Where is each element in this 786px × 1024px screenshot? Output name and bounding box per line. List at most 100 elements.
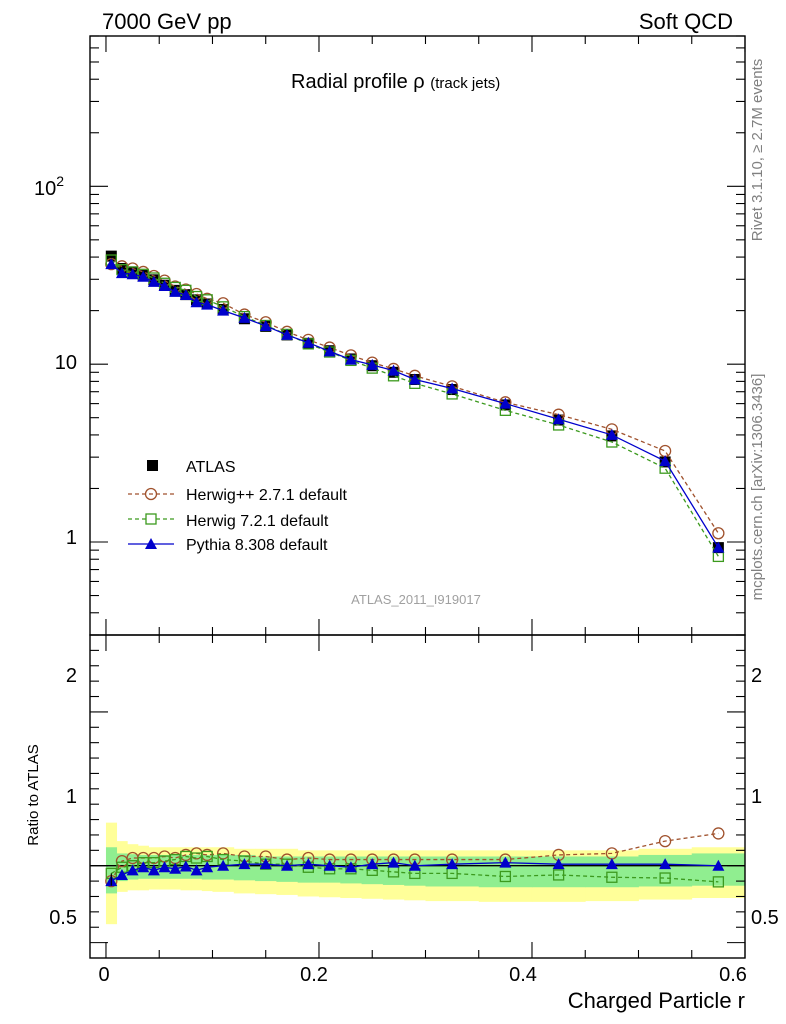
ratio-ytick-label-0.5-right: 0.5	[751, 907, 779, 929]
mcplots-reference-label: mcplots.cern.ch [arXiv:1306.3436]	[749, 374, 766, 601]
main-point-pythia-8-308-default-0	[105, 258, 118, 270]
legend-marker-herwig7	[145, 513, 157, 525]
ratio-point-herwig-7-2-1-default-24	[659, 872, 671, 884]
main-ytick-label-100: 102	[34, 173, 64, 200]
ratio-point-herwig-7-2-1-default-25	[712, 876, 725, 888]
main-point-atlas-0	[105, 250, 117, 262]
ratio-point-pythia-8-308-default-2	[126, 864, 139, 876]
xtick-label-0.4: 0.4	[509, 964, 537, 986]
x-axis-title: Charged Particle r	[568, 988, 745, 1013]
main-point-pythia-8-308-default-21	[499, 397, 512, 409]
main-title: Radial profile ρ (track jets)	[291, 71, 500, 93]
legend-marker-atlas	[147, 460, 158, 471]
main-point-herwig-2-7-1-default-25	[712, 527, 725, 540]
main-ytick-label-100-exponent: 2	[56, 173, 64, 189]
header-collision-label: 7000 GeV pp	[102, 9, 232, 34]
ratio-point-herwig-2-7-1-default-25	[712, 827, 725, 840]
legend-label-atlas: ATLAS	[186, 459, 236, 476]
ratio-band-stat-bin-1	[116, 853, 128, 882]
legend-label-herwig-pp: Herwig++ 2.7.1 default	[186, 487, 348, 504]
main-point-pythia-8-308-default-1	[115, 267, 128, 279]
ratio-point-pythia-8-308-default-1	[115, 868, 128, 880]
main-point-pythia-8-308-default-10	[217, 304, 230, 316]
main-point-pythia-8-308-default-24	[659, 455, 672, 467]
main-point-pythia-8-308-default-25	[712, 541, 725, 553]
main-point-pythia-8-308-default-20	[446, 382, 459, 394]
main-point-pythia-8-308-default-2	[126, 268, 139, 280]
ratio-line-herwig-7-2-1-default	[110, 855, 719, 883]
ratio-point-pythia-8-308-default-10	[217, 859, 230, 871]
ratio-point-pythia-8-308-default-14	[302, 858, 315, 870]
series-layer	[105, 250, 725, 888]
ratio-point-pythia-8-308-default-6	[169, 862, 182, 874]
main-point-pythia-8-308-default-11	[238, 311, 251, 323]
main-line-herwig-2-7-1-default	[111, 263, 719, 534]
ratio-point-pythia-8-308-default-17	[366, 858, 379, 870]
main-line-herwig-7-2-1-default	[110, 259, 719, 557]
ratio-point-pythia-8-308-default-16	[344, 861, 357, 873]
main-point-pythia-8-308-default-13	[281, 328, 294, 340]
ratio-point-pythia-8-308-default-8	[190, 864, 203, 876]
main-ytick-label-100-base: 10	[34, 178, 56, 200]
ratio-point-herwig-2-7-1-default-24	[658, 834, 672, 848]
main-point-pythia-8-308-default-6	[169, 285, 182, 297]
main-point-pythia-8-308-default-19	[408, 373, 421, 385]
ratio-point-pythia-8-308-default-24	[659, 858, 672, 870]
legend-label-pythia: Pythia 8.308 default	[186, 537, 328, 554]
ratio-ytick-label-2-right: 2	[751, 665, 762, 687]
ratio-point-pythia-8-308-default-4	[147, 864, 160, 876]
ratio-band-stat-bin-0	[105, 847, 118, 894]
rivet-version-label: Rivet 3.1.10, ≥ 2.7M events	[749, 59, 766, 242]
ratio-ytick-label-2: 2	[66, 665, 77, 687]
ratio-point-pythia-8-308-default-25	[712, 859, 725, 871]
ratio-point-herwig-7-2-1-default-21	[499, 870, 512, 883]
main-point-pythia-8-308-default-9	[201, 298, 214, 310]
main-point-pythia-8-308-default-17	[366, 358, 379, 370]
axis-ticks	[90, 35, 746, 958]
ratio-ytick-label-0.5: 0.5	[49, 907, 77, 929]
ratio-point-pythia-8-308-default-5	[158, 861, 171, 873]
ratio-frame	[89, 634, 746, 959]
ratio-point-pythia-8-308-default-7	[179, 860, 192, 872]
ratio-point-pythia-8-308-default-18	[387, 856, 400, 868]
main-point-pythia-8-308-default-3	[137, 270, 150, 282]
legend-entry-herwig-pp: Herwig++ 2.7.1 default	[128, 487, 348, 504]
ratio-point-pythia-8-308-default-11	[238, 858, 251, 870]
legend-marker-pythia	[145, 538, 157, 549]
analysis-watermark: ATLAS_2011_I919017	[351, 592, 481, 607]
main-ytick-label-10: 10	[55, 352, 77, 374]
ratio-point-herwig-7-2-1-default-8	[190, 852, 203, 864]
legend-label-herwig7: Herwig 7.2.1 default	[186, 513, 329, 530]
ratio-point-pythia-8-308-default-13	[281, 859, 294, 871]
header-process-label: Soft QCD	[639, 9, 733, 34]
ratio-point-pythia-8-308-default-15	[323, 859, 336, 871]
main-point-pythia-8-308-default-4	[147, 275, 160, 287]
main-point-pythia-8-308-default-16	[344, 353, 357, 365]
ratio-point-pythia-8-308-default-9	[201, 861, 214, 873]
ratio-point-pythia-8-308-default-20	[446, 858, 459, 870]
legend: ATLAS Herwig++ 2.7.1 default Herwig 7.2.…	[128, 459, 348, 554]
main-ytick-label-1: 1	[66, 527, 77, 549]
ratio-point-pythia-8-308-default-3	[137, 861, 150, 873]
main-point-pythia-8-308-default-22	[552, 413, 565, 425]
legend-entry-atlas: ATLAS	[147, 459, 236, 476]
ratio-point-pythia-8-308-default-22	[552, 858, 565, 870]
legend-entry-herwig7: Herwig 7.2.1 default	[128, 513, 329, 530]
main-title-symbol: ρ	[413, 71, 424, 93]
legend-marker-herwig-pp	[144, 487, 158, 501]
main-point-pythia-8-308-default-8	[190, 296, 203, 308]
ratio-ytick-label-1: 1	[66, 786, 77, 808]
ratio-point-pythia-8-308-default-21	[499, 856, 512, 868]
ratio-point-pythia-8-308-default-19	[408, 859, 421, 871]
main-point-pythia-8-308-default-23	[605, 428, 618, 440]
ratio-ytick-label-1-right: 1	[751, 786, 762, 808]
ratio-point-pythia-8-308-default-23	[605, 858, 618, 870]
main-point-pythia-8-308-default-15	[323, 345, 336, 357]
ratio-point-herwig-7-2-1-default-23	[606, 871, 618, 883]
xtick-label-0: 0	[98, 964, 109, 986]
main-point-pythia-8-308-default-14	[302, 336, 315, 348]
plot-frames	[89, 35, 746, 959]
main-title-note: (track jets)	[430, 75, 500, 92]
xtick-label-0.2: 0.2	[300, 964, 328, 986]
